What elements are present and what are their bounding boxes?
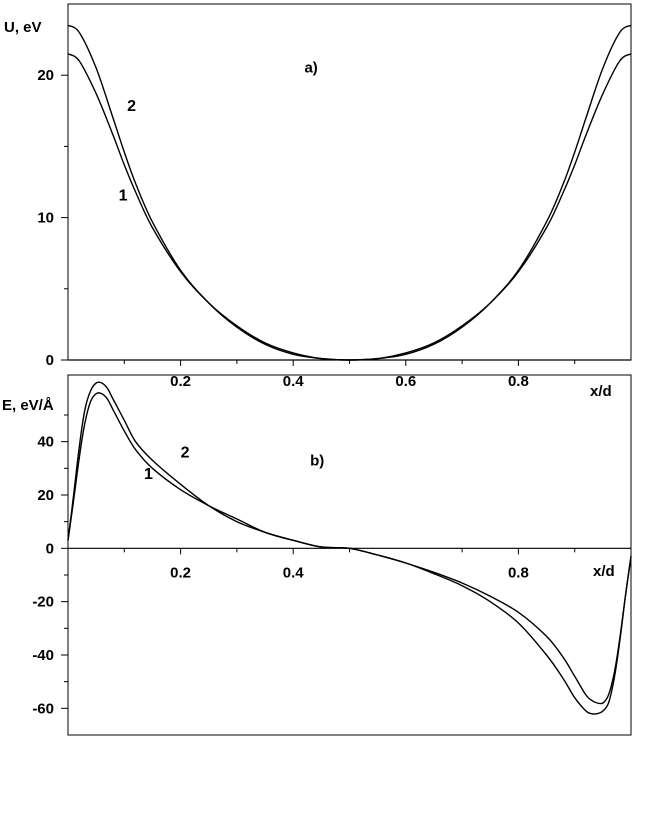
plot-frame [67, 3, 632, 361]
y-tick-label: 20 [37, 487, 54, 504]
panel-label: b) [310, 453, 324, 470]
y-tick-label: 0 [46, 352, 54, 369]
x-tick-label: 0.4 [283, 564, 305, 581]
y-tick-label: 20 [37, 67, 54, 84]
x-tick-label: 0.8 [508, 373, 529, 390]
y-tick-label: -40 [32, 647, 54, 664]
x-tick-label: 0.4 [283, 373, 305, 390]
x-tick-label: 0.2 [170, 373, 191, 390]
panel-a-potential: 0 10 20 0.2 0.4 0.6 0.8 U, eV x/d 1 2 a) [4, 3, 632, 400]
x-tick-label: 0.2 [170, 564, 191, 581]
series-curve-2 [67, 381, 632, 715]
x-axis-title: x/d [590, 383, 612, 400]
plot-frame [67, 374, 632, 736]
y-tick-label: 0 [46, 540, 54, 557]
y-tick-label: -20 [32, 594, 54, 611]
panel-b-field: -60 -40 -20 0 20 40 0.2 0.4 0.8 E, eV/Å x/d 1 2 b) [2, 374, 632, 736]
curve-label-2: 2 [181, 445, 190, 462]
series-curve-2 [67, 24, 632, 361]
y-tick-label: -60 [32, 700, 54, 717]
y-tick-label: 10 [37, 210, 54, 227]
y-tick-label: 40 [37, 434, 54, 451]
x-tick-label: 0.8 [508, 564, 529, 581]
x-axis-title: x/d [593, 563, 615, 580]
series-curve-1 [67, 53, 632, 361]
curve-label-2: 2 [127, 98, 136, 115]
y-axis-title: U, eV [4, 19, 42, 36]
y-axis-title: E, eV/Å [2, 397, 54, 414]
x-tick-label: 0.6 [395, 373, 416, 390]
panel-label: a) [304, 59, 317, 76]
curve-label-1: 1 [119, 188, 128, 205]
curve-label-1: 1 [144, 466, 153, 483]
